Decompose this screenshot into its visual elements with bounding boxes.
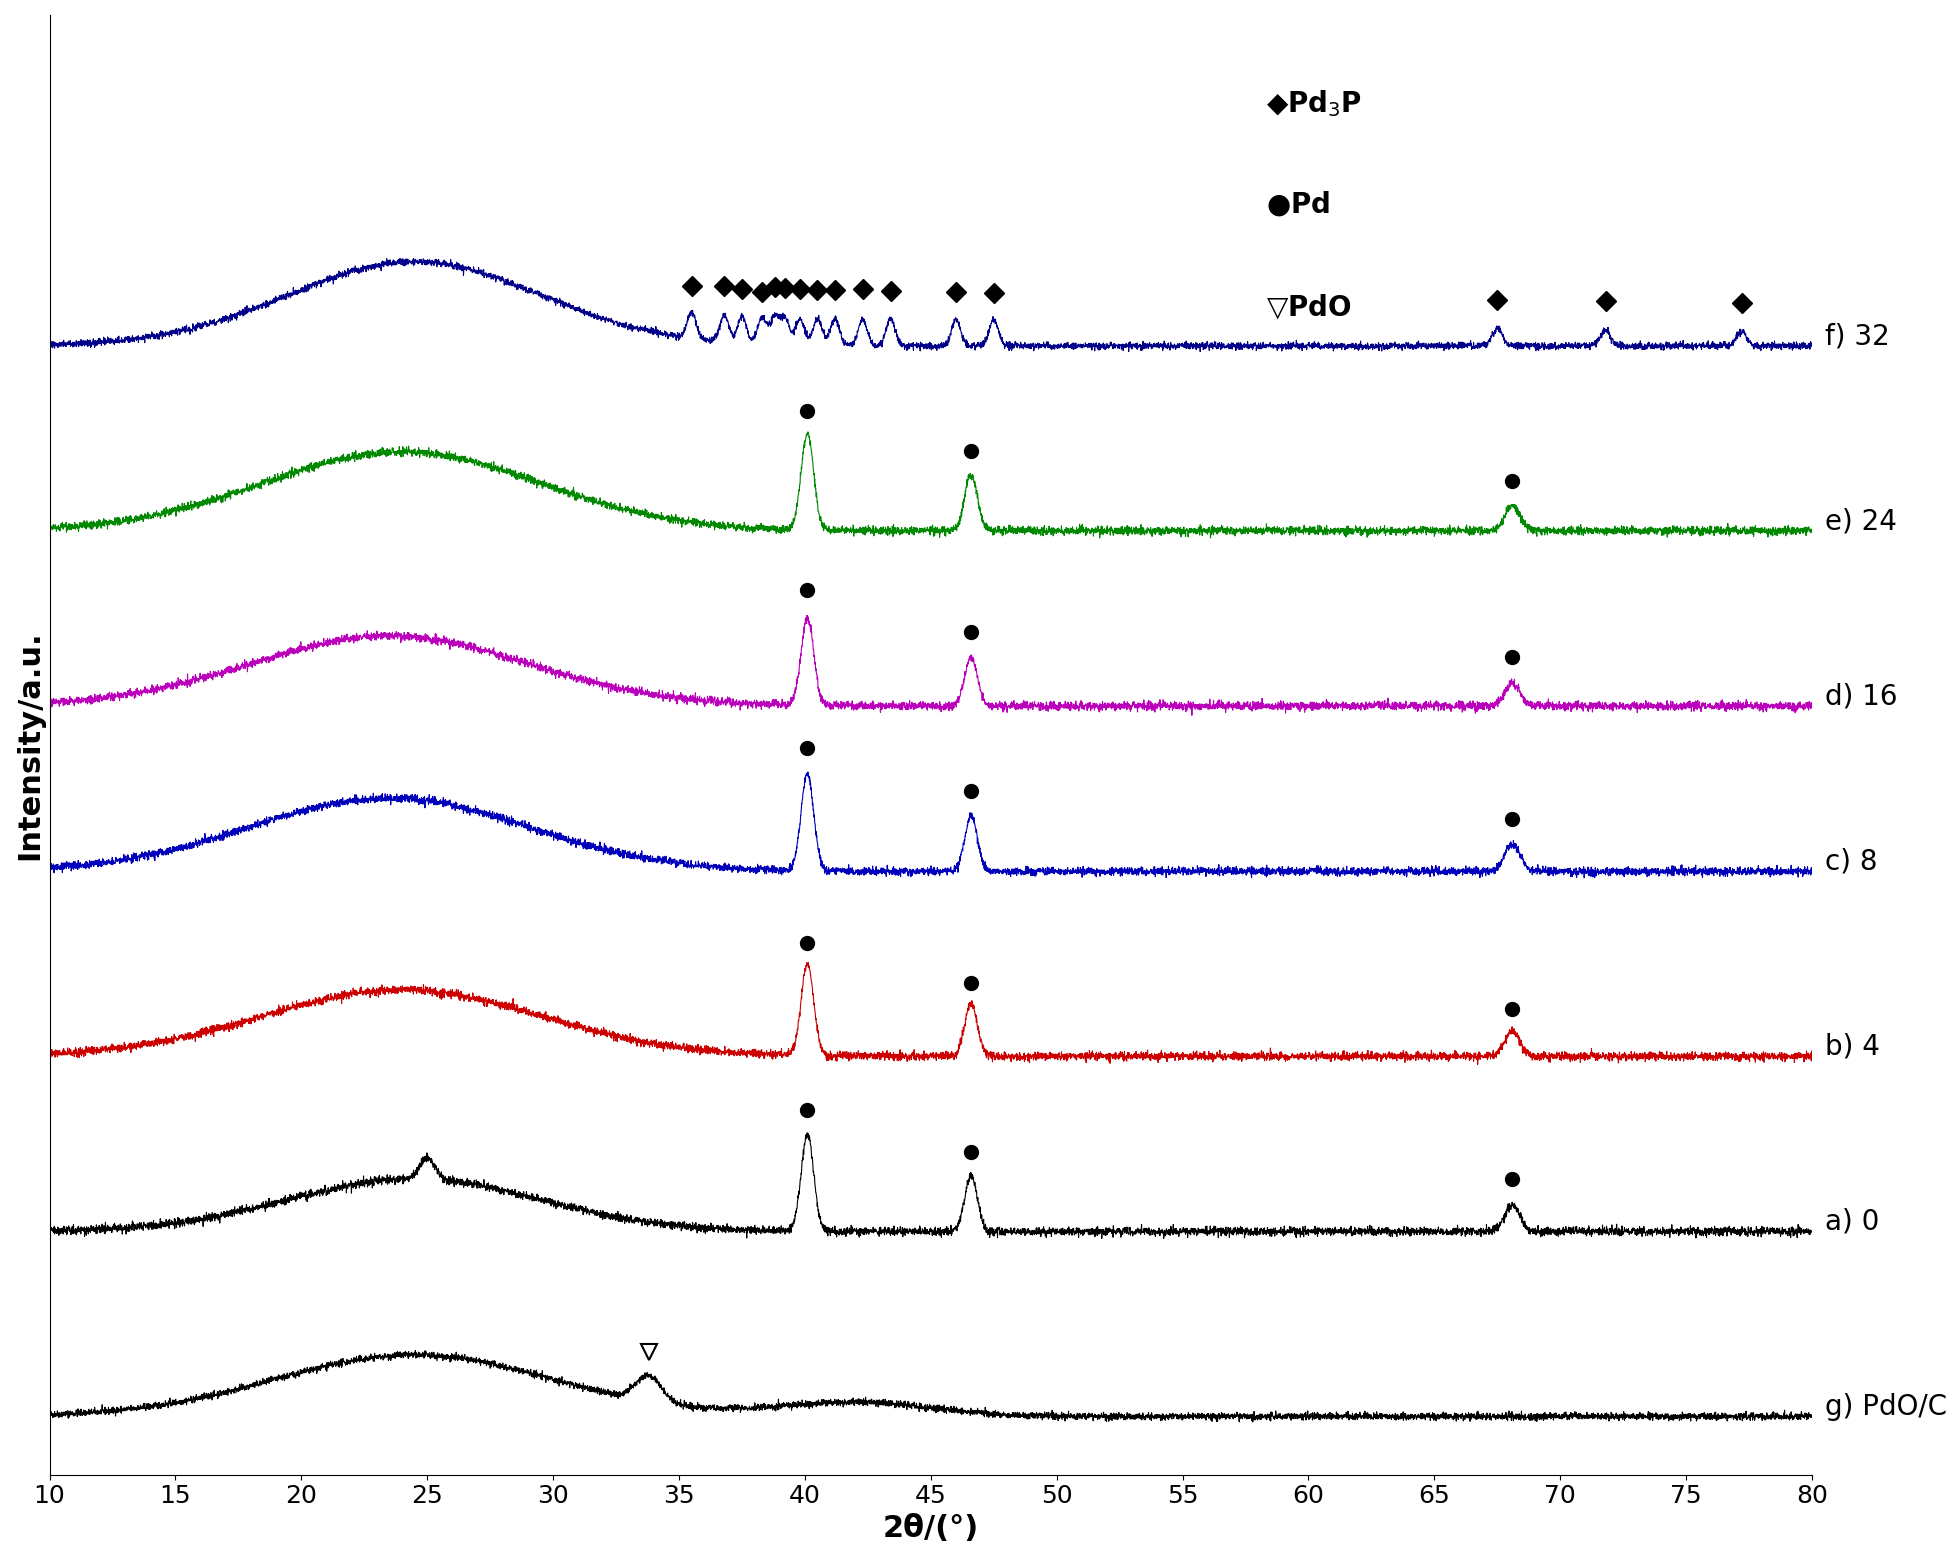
Text: c) 8: c) 8 — [1825, 848, 1878, 876]
Text: $●$Pd: $●$Pd — [1266, 190, 1329, 220]
Y-axis label: Intensity/a.u.: Intensity/a.u. — [16, 629, 43, 860]
Text: d) 16: d) 16 — [1825, 682, 1897, 710]
Text: g) PdO/C: g) PdO/C — [1825, 1393, 1946, 1421]
Text: $▽$PdO: $▽$PdO — [1266, 293, 1350, 321]
Text: b) 4: b) 4 — [1825, 1033, 1880, 1061]
X-axis label: 2θ/(°): 2θ/(°) — [882, 1514, 978, 1542]
Text: $◆$Pd$_3$P: $◆$Pd$_3$P — [1266, 87, 1362, 118]
Text: e) 24: e) 24 — [1825, 506, 1897, 534]
Text: a) 0: a) 0 — [1825, 1207, 1880, 1235]
Text: f) 32: f) 32 — [1825, 323, 1889, 351]
